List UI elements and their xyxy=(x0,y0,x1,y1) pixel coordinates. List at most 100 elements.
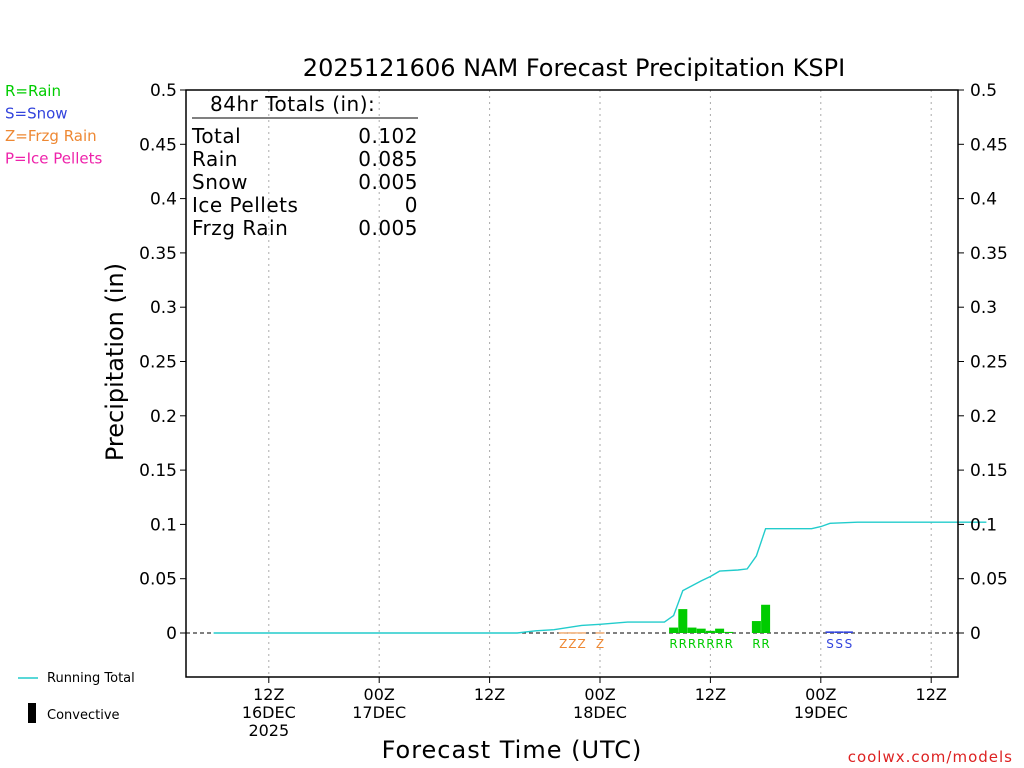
totals-row-label: Ice Pellets xyxy=(192,193,298,217)
precip-bar xyxy=(558,632,568,634)
ptype-marker: R xyxy=(688,637,696,651)
precip-bar xyxy=(705,630,715,633)
x-axis-label: Forecast Time (UTC) xyxy=(382,736,643,764)
y-tick-left-label: 0.15 xyxy=(139,461,177,481)
ptype-marker: R xyxy=(725,637,733,651)
totals-row-value: 0.005 xyxy=(358,170,418,194)
x-tick-label: 17DEC xyxy=(352,703,406,722)
precip-bar xyxy=(567,632,577,634)
precip-bar xyxy=(751,621,761,633)
ptype-marker: R xyxy=(761,637,769,651)
totals-rows: Total 0.102 Rain 0.085 Snow 0.005 Ice Pellets 0… xyxy=(191,124,418,240)
y-tick-right-label: 0.2 xyxy=(970,407,997,427)
y-tick-left-label: 0.5 xyxy=(150,81,177,101)
y-tick-right-label: 0.45 xyxy=(970,135,1008,155)
totals-row-label: Total xyxy=(191,124,241,148)
y-tick-left-label: 0 xyxy=(166,624,177,644)
precip-bar xyxy=(577,632,587,634)
precip-bar xyxy=(724,631,734,633)
y-tick-right-label: 0.4 xyxy=(970,190,997,210)
y-tick-right-label: 0.1 xyxy=(970,515,997,535)
ptype-legend-item: P=Ice Pellets xyxy=(5,150,102,168)
chart-title: 2025121606 NAM Forecast Precipitation KS… xyxy=(303,54,845,82)
x-tick-label: 19DEC xyxy=(794,703,848,722)
y-tick-right-label: 0.15 xyxy=(970,461,1008,481)
credit-link[interactable]: coolwx.com/models xyxy=(848,748,1013,766)
ptype-marker: Z xyxy=(559,637,567,651)
x-tick-label: 12Z xyxy=(474,685,505,704)
ptype-marker: R xyxy=(752,637,760,651)
precip-bar xyxy=(761,604,771,633)
x-tick-label: 16DEC xyxy=(242,703,296,722)
y-tick-right-label: 0 xyxy=(970,624,981,644)
totals-row-label: Rain xyxy=(192,147,238,171)
y-tick-right-label: 0.5 xyxy=(970,81,997,101)
ptype-legend-item: S=Snow xyxy=(5,105,68,123)
y-axis-label: Precipitation (in) xyxy=(101,263,129,461)
y-tick-right-label: 0.05 xyxy=(970,570,1008,590)
y-tick-right-label: 0.25 xyxy=(970,353,1008,373)
convective-legend-swatch xyxy=(28,703,36,723)
x-tick-label: 12Z xyxy=(253,685,284,704)
totals-box: 84hr Totals (in): Total 0.102 Rain 0.085 Sno… xyxy=(191,92,418,240)
y-tick-right-label: 0.35 xyxy=(970,244,1008,264)
totals-row-value: 0.085 xyxy=(358,147,418,171)
ptype-marker: Z xyxy=(568,637,576,651)
ptype-marker: R xyxy=(706,637,714,651)
precip-bar xyxy=(669,627,679,633)
bottom-legend: Running Total Convective xyxy=(18,671,135,723)
precip-bar xyxy=(687,627,697,633)
precip-bar xyxy=(834,631,844,633)
ptype-legend-item: R=Rain xyxy=(5,82,61,100)
precip-bar xyxy=(715,628,725,633)
ptype-legend: R=Rain S=Snow Z=Frzg Rain P=Ice Pellets xyxy=(5,82,102,168)
precip-bar xyxy=(825,631,835,633)
precip-bar xyxy=(595,632,605,634)
y-tick-left-label: 0.45 xyxy=(139,135,177,155)
x-tick-label: 12Z xyxy=(695,685,726,704)
totals-row-label: Snow xyxy=(192,170,248,194)
y-tick-left-label: 0.05 xyxy=(139,570,177,590)
precip-bar xyxy=(678,609,688,633)
ptype-marker: S xyxy=(826,637,834,651)
precip-bar xyxy=(843,631,853,633)
totals-row-value: 0.005 xyxy=(358,216,418,240)
ptype-marker: S xyxy=(835,637,843,651)
totals-row-value: 0.102 xyxy=(358,124,418,148)
plot-frame xyxy=(185,89,959,678)
y-tick-left-label: 0.25 xyxy=(139,353,177,373)
y-ticks-left: 0.5 0.45 0.4 0.35 0.3 0.25 0.2 0.15 0.1 0.05 0 xyxy=(139,81,186,644)
precip-bars xyxy=(558,604,853,634)
x-tick-label: 12Z xyxy=(916,685,947,704)
y-tick-left-label: 0.2 xyxy=(150,407,177,427)
totals-header: 84hr Totals (in): xyxy=(210,92,375,116)
convective-legend-label: Convective xyxy=(47,708,120,723)
y-tick-right-label: 0.3 xyxy=(970,298,997,318)
y-tick-left-label: 0.4 xyxy=(150,190,177,210)
y-tick-left-label: 0.35 xyxy=(139,244,177,264)
y-ticks-right: 0.5 0.45 0.4 0.35 0.3 0.25 0.2 0.15 0.1 0.05 0 xyxy=(958,81,1008,644)
ptype-marker: R xyxy=(669,637,677,651)
ptype-marker: R xyxy=(715,637,723,651)
ptype-marker: Z xyxy=(577,637,585,651)
ptype-marker: R xyxy=(679,637,687,651)
ptype-legend-item: Z=Frzg Rain xyxy=(5,127,97,145)
gridlines xyxy=(268,90,932,677)
ptype-marker: S xyxy=(845,637,853,651)
running-total-legend-label: Running Total xyxy=(47,671,135,686)
x-tick-label: 2025 xyxy=(248,721,289,740)
totals-row-label: Frzg Rain xyxy=(192,216,288,240)
x-tick-label: 00Z xyxy=(584,685,615,704)
totals-row-value: 0 xyxy=(405,193,418,217)
ptype-marker: Z xyxy=(596,637,604,651)
y-tick-left-label: 0.1 xyxy=(150,515,177,535)
x-tick-label: 00Z xyxy=(805,685,836,704)
running-total-line xyxy=(213,521,987,634)
x-tick-label: 00Z xyxy=(364,685,395,704)
ptype-marker: R xyxy=(697,637,705,651)
y-tick-left-label: 0.3 xyxy=(150,298,177,318)
x-tick-label: 18DEC xyxy=(573,703,627,722)
